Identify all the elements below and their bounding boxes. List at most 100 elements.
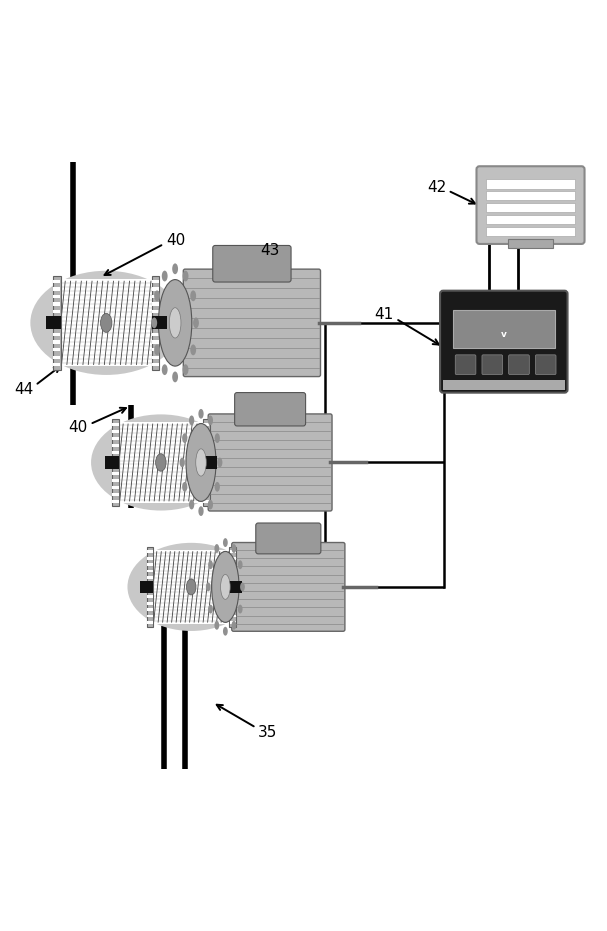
FancyBboxPatch shape bbox=[112, 458, 118, 461]
FancyBboxPatch shape bbox=[203, 458, 209, 461]
FancyBboxPatch shape bbox=[53, 332, 60, 336]
FancyBboxPatch shape bbox=[152, 363, 159, 367]
Ellipse shape bbox=[161, 364, 168, 375]
FancyBboxPatch shape bbox=[53, 356, 60, 358]
Ellipse shape bbox=[223, 538, 228, 547]
FancyBboxPatch shape bbox=[53, 325, 60, 329]
FancyBboxPatch shape bbox=[147, 608, 152, 611]
FancyBboxPatch shape bbox=[112, 465, 118, 467]
FancyBboxPatch shape bbox=[208, 414, 332, 511]
Ellipse shape bbox=[238, 604, 243, 614]
Text: 43: 43 bbox=[260, 242, 280, 258]
FancyBboxPatch shape bbox=[230, 570, 236, 573]
FancyBboxPatch shape bbox=[203, 486, 209, 489]
FancyBboxPatch shape bbox=[118, 423, 204, 503]
Ellipse shape bbox=[198, 409, 203, 419]
FancyBboxPatch shape bbox=[112, 451, 118, 453]
Ellipse shape bbox=[193, 317, 199, 329]
FancyBboxPatch shape bbox=[486, 191, 575, 200]
Ellipse shape bbox=[151, 317, 157, 329]
Ellipse shape bbox=[189, 500, 194, 509]
FancyBboxPatch shape bbox=[147, 595, 152, 598]
FancyBboxPatch shape bbox=[230, 614, 236, 617]
FancyBboxPatch shape bbox=[203, 456, 217, 468]
FancyBboxPatch shape bbox=[152, 317, 167, 330]
Ellipse shape bbox=[214, 621, 219, 629]
Ellipse shape bbox=[208, 415, 213, 425]
FancyBboxPatch shape bbox=[146, 546, 153, 627]
FancyBboxPatch shape bbox=[203, 437, 209, 439]
Ellipse shape bbox=[30, 271, 182, 375]
FancyBboxPatch shape bbox=[147, 570, 152, 573]
Text: 35: 35 bbox=[257, 725, 277, 740]
Ellipse shape bbox=[182, 482, 188, 492]
FancyBboxPatch shape bbox=[443, 380, 565, 390]
FancyBboxPatch shape bbox=[112, 423, 118, 425]
FancyBboxPatch shape bbox=[152, 295, 159, 298]
Ellipse shape bbox=[208, 560, 213, 569]
FancyBboxPatch shape bbox=[53, 341, 60, 344]
Ellipse shape bbox=[220, 574, 230, 600]
FancyBboxPatch shape bbox=[230, 563, 236, 566]
Ellipse shape bbox=[183, 271, 188, 281]
FancyBboxPatch shape bbox=[152, 325, 159, 329]
Ellipse shape bbox=[195, 449, 206, 476]
Ellipse shape bbox=[198, 506, 203, 516]
FancyBboxPatch shape bbox=[147, 583, 152, 586]
FancyBboxPatch shape bbox=[152, 310, 159, 314]
FancyBboxPatch shape bbox=[112, 472, 118, 475]
Ellipse shape bbox=[172, 263, 178, 275]
FancyBboxPatch shape bbox=[230, 595, 236, 598]
FancyBboxPatch shape bbox=[152, 341, 159, 344]
FancyBboxPatch shape bbox=[230, 601, 236, 604]
FancyBboxPatch shape bbox=[152, 550, 231, 624]
FancyBboxPatch shape bbox=[53, 363, 60, 367]
FancyBboxPatch shape bbox=[183, 269, 320, 376]
FancyBboxPatch shape bbox=[152, 317, 159, 321]
FancyBboxPatch shape bbox=[152, 348, 159, 351]
FancyBboxPatch shape bbox=[203, 419, 210, 506]
FancyBboxPatch shape bbox=[508, 239, 553, 248]
FancyBboxPatch shape bbox=[105, 456, 119, 468]
FancyBboxPatch shape bbox=[486, 180, 575, 189]
Ellipse shape bbox=[180, 458, 185, 467]
Ellipse shape bbox=[154, 290, 160, 302]
FancyBboxPatch shape bbox=[112, 437, 118, 439]
Ellipse shape bbox=[169, 308, 181, 338]
FancyBboxPatch shape bbox=[53, 276, 61, 371]
Ellipse shape bbox=[214, 544, 219, 553]
FancyBboxPatch shape bbox=[147, 589, 152, 592]
FancyBboxPatch shape bbox=[112, 479, 118, 481]
FancyBboxPatch shape bbox=[203, 423, 209, 425]
FancyBboxPatch shape bbox=[440, 290, 568, 393]
FancyBboxPatch shape bbox=[53, 280, 60, 283]
Ellipse shape bbox=[101, 314, 112, 332]
Ellipse shape bbox=[158, 279, 192, 366]
FancyBboxPatch shape bbox=[230, 589, 236, 592]
Text: 41: 41 bbox=[374, 307, 393, 322]
Text: 40: 40 bbox=[68, 421, 87, 436]
FancyBboxPatch shape bbox=[203, 444, 209, 447]
FancyBboxPatch shape bbox=[203, 430, 209, 433]
FancyBboxPatch shape bbox=[152, 332, 159, 336]
FancyBboxPatch shape bbox=[230, 608, 236, 611]
FancyBboxPatch shape bbox=[53, 317, 60, 321]
Text: 44: 44 bbox=[15, 382, 34, 398]
FancyBboxPatch shape bbox=[455, 355, 476, 374]
FancyBboxPatch shape bbox=[486, 215, 575, 224]
Ellipse shape bbox=[154, 344, 160, 356]
FancyBboxPatch shape bbox=[203, 472, 209, 475]
Ellipse shape bbox=[238, 560, 243, 569]
FancyBboxPatch shape bbox=[230, 557, 236, 560]
Text: v: v bbox=[501, 331, 507, 340]
Ellipse shape bbox=[206, 583, 211, 591]
Ellipse shape bbox=[208, 604, 213, 614]
FancyBboxPatch shape bbox=[203, 492, 209, 495]
FancyBboxPatch shape bbox=[147, 614, 152, 617]
FancyBboxPatch shape bbox=[59, 279, 153, 367]
Ellipse shape bbox=[215, 433, 220, 443]
FancyBboxPatch shape bbox=[482, 355, 503, 374]
FancyBboxPatch shape bbox=[152, 280, 159, 283]
FancyBboxPatch shape bbox=[112, 486, 118, 489]
FancyBboxPatch shape bbox=[147, 601, 152, 604]
